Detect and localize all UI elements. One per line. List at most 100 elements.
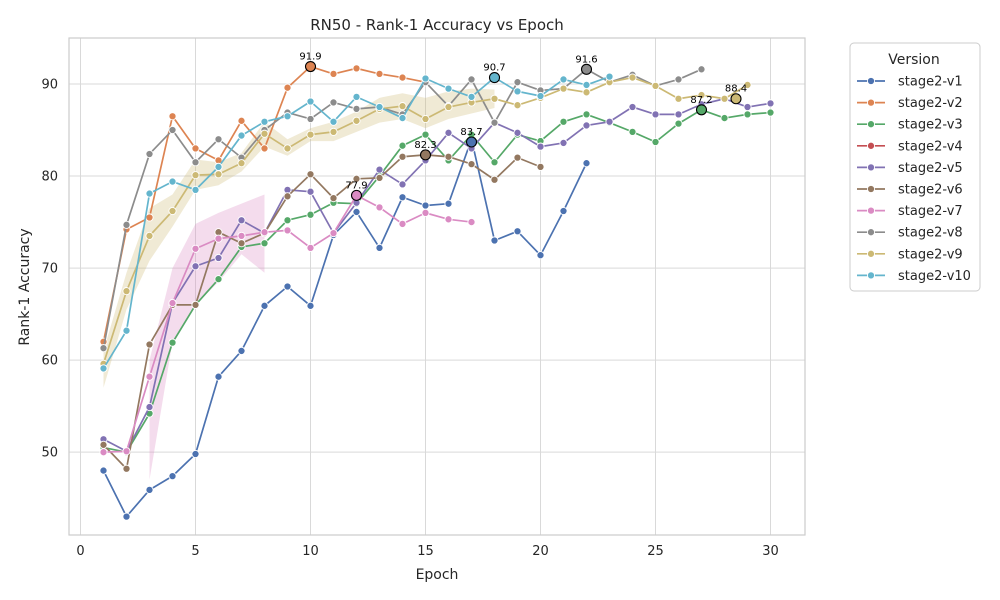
legend-swatch-marker [866,228,876,237]
data-point [513,227,522,236]
data-point [398,180,407,189]
data-point [398,141,407,150]
data-point [214,275,223,284]
data-point [766,99,775,108]
x-tick-label: 15 [417,544,434,559]
plot-frame [68,37,806,536]
data-point [375,102,384,112]
data-point [628,127,637,136]
data-point [306,130,315,139]
data-point [352,207,361,216]
data-point [720,114,729,123]
y-tick-label: 90 [41,78,58,93]
data-point [122,287,131,296]
data-point [421,208,430,217]
data-point [582,88,591,97]
data-point [306,114,315,124]
data-point [191,144,200,153]
data-point [283,216,292,225]
data-point [191,262,200,271]
data-point [467,92,476,101]
data-point [490,158,499,167]
data-point [398,73,407,82]
data-point [260,239,269,248]
x-tick-label: 30 [762,544,779,559]
data-point [582,159,591,168]
data-point [122,220,131,229]
data-point [375,69,384,78]
data-point [444,215,453,224]
data-point [559,117,568,126]
data-point [237,131,246,140]
x-tick-label: 10 [302,544,319,559]
y-tick-label: 60 [41,354,58,369]
legend-item-stage2-v8: stage2-v8 [857,226,963,241]
legend-label: stage2-v7 [898,204,963,219]
data-point [145,372,154,381]
legend-swatch-marker [866,206,876,215]
data-point [697,91,706,100]
legend-item-stage2-v3: stage2-v3 [857,118,963,133]
legend-label: stage2-v10 [898,269,971,284]
data-point [329,229,338,238]
data-point [375,173,384,182]
data-point [191,185,200,194]
data-point [306,243,315,252]
data-point [260,129,269,138]
data-point [122,447,131,456]
data-point [237,346,246,355]
legend-label: stage2-v4 [898,139,963,154]
legend-item-stage2-v1: stage2-v1 [857,75,963,90]
band-stage2-v9 [103,88,495,388]
data-point [191,171,200,180]
series-stage2-v6 [99,150,545,473]
annotations: 91.9 90.7 91.6 82.3 77.9 83.7 87.2 88.4 [299,52,747,201]
data-point [237,239,246,248]
data-point [444,128,453,137]
data-point [421,201,430,210]
data-point [467,75,476,84]
legend-swatch-marker [866,184,876,194]
data-point [168,338,177,347]
highlight-marker [695,104,708,116]
highlight-marker [488,72,501,84]
highlight-marker [580,63,593,75]
data-point [329,194,338,203]
data-point [191,300,200,309]
data-point [145,340,154,349]
legend-label: stage2-v9 [898,247,963,262]
data-point [398,193,407,202]
data-point [743,102,752,112]
data-point [352,92,361,101]
data-point [283,282,292,291]
data-point [145,231,154,240]
data-point [329,117,338,126]
data-point [237,231,246,240]
data-point [329,69,338,78]
data-point [467,218,476,227]
data-point [490,175,499,184]
series-stage2-v10 [99,72,614,373]
legend-item-stage2-v5: stage2-v5 [857,161,963,176]
data-point [398,102,407,111]
data-point [260,228,269,237]
legend-label: stage2-v8 [898,226,963,241]
y-ticks: 50 60 70 80 90 [41,78,58,461]
data-point [375,203,384,212]
data-point [513,87,522,96]
highlight-marker [465,136,478,148]
data-point [559,75,568,84]
data-point [651,137,660,147]
legend-label: stage2-v2 [898,96,963,111]
data-point [283,144,292,153]
data-point [490,94,499,103]
data-point [398,219,407,228]
data-point [674,94,683,103]
data-point [283,192,292,201]
legend-item-stage2-v7: stage2-v7 [857,204,963,219]
data-point [99,448,108,457]
annotation-label: 83.7 [460,127,482,138]
data-point [145,485,154,494]
y-axis-label: Rank-1 Accuracy [17,228,33,345]
data-point [283,226,292,235]
